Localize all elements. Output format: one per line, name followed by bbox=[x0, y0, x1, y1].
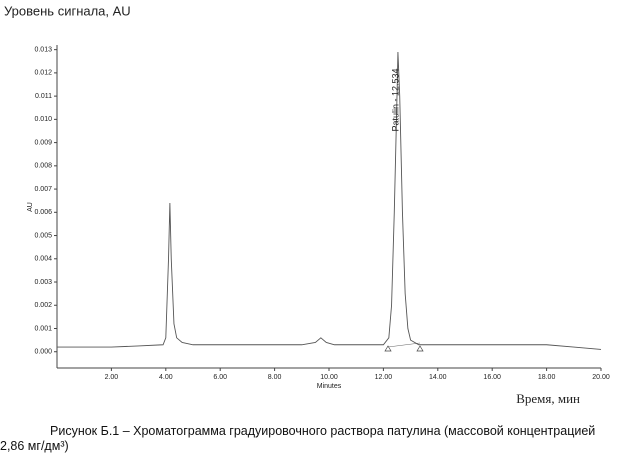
x-tick-label: 10.00 bbox=[320, 374, 338, 381]
y-tick-label: 0.005 bbox=[34, 232, 52, 239]
y-tick-label: 0.012 bbox=[34, 70, 52, 77]
chart-title: Уровень сигнала, AU bbox=[4, 3, 131, 18]
x-tick-label: 8.00 bbox=[268, 374, 282, 381]
y-tick-label: 0.007 bbox=[34, 186, 52, 193]
x-axis-label-ru: Время, мин bbox=[516, 391, 580, 406]
integration-marker bbox=[384, 345, 424, 352]
x-axis-label: Minutes bbox=[317, 383, 342, 390]
y-tick-label: 0.009 bbox=[34, 139, 52, 146]
y-tick-label: 0.008 bbox=[34, 163, 52, 170]
y-tick-label: 0.001 bbox=[34, 325, 52, 332]
x-tick-label: 6.00 bbox=[213, 374, 227, 381]
x-tick-label: 16.00 bbox=[483, 374, 501, 381]
x-tick-label: 4.00 bbox=[159, 374, 173, 381]
y-tick-label: 0.002 bbox=[34, 302, 52, 309]
y-tick-label: 0.010 bbox=[34, 116, 52, 123]
integration-baseline bbox=[387, 342, 421, 348]
peak-annotation: Patulin - 12.534 bbox=[390, 68, 400, 131]
y-tick-label: 0.003 bbox=[34, 279, 52, 286]
x-tick-label: 18.00 bbox=[538, 374, 556, 381]
x-tick-label: 14.00 bbox=[429, 374, 447, 381]
signal-line bbox=[57, 51, 602, 350]
x-tick-label: 2.00 bbox=[105, 374, 119, 381]
caption: Рисунок Б.1 – Хроматограмма градуировочн… bbox=[0, 424, 596, 453]
y-axis-label: AU bbox=[27, 202, 34, 212]
chart: Уровень сигнала, AU AU Minutes Время, ми… bbox=[4, 3, 610, 406]
y-tick-label: 0.011 bbox=[35, 93, 52, 100]
y-tick-label: 0.004 bbox=[34, 256, 52, 263]
y-tick-label: 0.006 bbox=[34, 209, 52, 216]
x-tick-label: 12.00 bbox=[375, 374, 393, 381]
y-tick-label: 0.000 bbox=[34, 349, 52, 356]
x-tick-label: 20.00 bbox=[592, 374, 610, 381]
y-tick-label: 0.013 bbox=[34, 46, 52, 53]
